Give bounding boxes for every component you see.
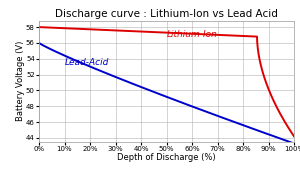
X-axis label: Depth of Discharge (%): Depth of Discharge (%)	[117, 153, 216, 162]
Text: Lithium-Ion: Lithium-Ion	[167, 30, 218, 39]
Title: Discharge curve : Lithium-Ion vs Lead Acid: Discharge curve : Lithium-Ion vs Lead Ac…	[55, 9, 278, 19]
Y-axis label: Battery Voltage (V): Battery Voltage (V)	[16, 41, 25, 121]
Text: Lead-Acid: Lead-Acid	[64, 58, 109, 67]
